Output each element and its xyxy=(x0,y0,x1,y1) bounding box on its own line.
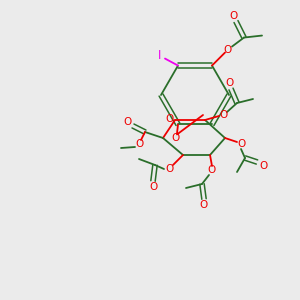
Text: O: O xyxy=(259,161,267,171)
Text: O: O xyxy=(237,139,245,149)
Text: O: O xyxy=(219,110,227,120)
Text: O: O xyxy=(200,200,208,210)
Text: O: O xyxy=(172,134,180,143)
Text: O: O xyxy=(208,165,216,175)
Text: O: O xyxy=(165,114,173,124)
Text: O: O xyxy=(165,164,173,174)
Text: I: I xyxy=(158,49,162,62)
Text: O: O xyxy=(224,45,232,55)
Text: O: O xyxy=(135,139,143,149)
Text: O: O xyxy=(230,11,238,21)
Text: O: O xyxy=(225,78,233,88)
Text: O: O xyxy=(149,182,157,192)
Text: O: O xyxy=(123,117,131,127)
